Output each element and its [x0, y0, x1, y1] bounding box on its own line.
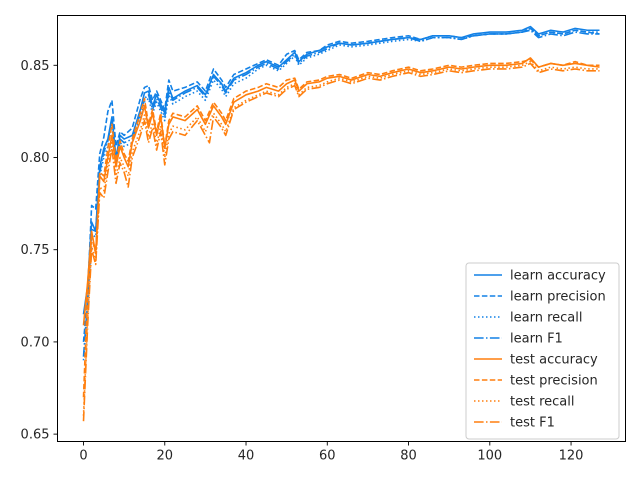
legend: learn accuracy learn precision learn recal… — [466, 263, 619, 439]
x-tick-label: 60 — [319, 449, 336, 464]
x-tick-label: 0 — [79, 449, 87, 464]
x-tick-label: 100 — [477, 449, 502, 464]
y-tick-label: 0.70 — [21, 335, 50, 350]
legend-label-learn-recall: learn recall — [510, 311, 582, 326]
legend-label-learn-f1: learn F1 — [510, 332, 563, 347]
x-tick-label: 120 — [559, 449, 584, 464]
legend-label-learn-precision: learn precision — [510, 290, 606, 305]
legend-label-learn-accuracy: learn accuracy — [510, 269, 606, 284]
x-tick-label: 40 — [238, 449, 255, 464]
y-tick-label: 0.80 — [21, 151, 50, 166]
y-tick-label: 0.85 — [21, 59, 50, 74]
legend-label-test-f1: test F1 — [510, 416, 555, 431]
x-tick-label: 80 — [400, 449, 417, 464]
legend-label-test-accuracy: test accuracy — [510, 353, 598, 368]
legend-label-test-recall: test recall — [510, 395, 575, 410]
legend-label-test-precision: test precision — [510, 374, 598, 389]
y-tick-label: 0.65 — [21, 428, 50, 443]
x-tick-label: 20 — [156, 449, 173, 464]
y-tick-label: 0.75 — [21, 243, 50, 258]
